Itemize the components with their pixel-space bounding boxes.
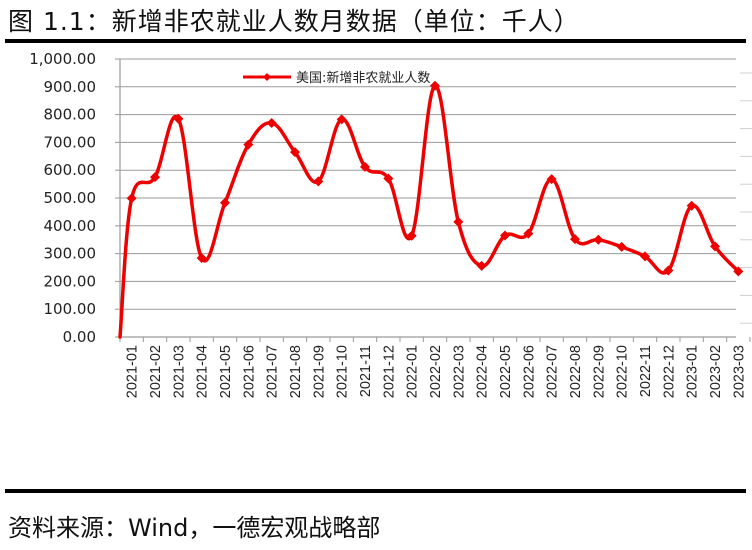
data-point-marker <box>243 139 254 150</box>
x-tick-label: 2022-05 <box>498 345 514 398</box>
data-point-marker <box>220 197 230 208</box>
data-point-marker <box>733 266 744 277</box>
top-rule-divider <box>5 39 746 43</box>
data-point-marker <box>616 241 627 252</box>
x-tick-label: 2021-03 <box>171 345 187 398</box>
data-point-marker <box>453 216 464 227</box>
data-point-marker <box>546 174 557 185</box>
data-point-marker <box>570 234 580 245</box>
y-tick-label: 0.00 <box>63 328 96 346</box>
x-tick-label: 2021-04 <box>195 345 211 398</box>
data-point-marker <box>173 113 184 124</box>
legend: 美国:新增非农就业人数 <box>243 70 430 86</box>
x-tick-label: 2021-12 <box>381 345 397 398</box>
x-tick-label: 2023-02 <box>708 345 724 398</box>
y-tick-label: 300.00 <box>44 245 97 263</box>
data-point-marker <box>266 117 277 128</box>
x-tick-label: 2021-02 <box>148 345 164 398</box>
x-tick-label: 2022-11 <box>638 345 654 397</box>
bottom-rule-divider <box>5 489 746 493</box>
x-tick-label: 2021-06 <box>241 345 257 398</box>
data-point-marker <box>500 230 510 241</box>
x-tick-label: 2022-12 <box>661 345 677 398</box>
x-tick-label: 2022-06 <box>521 345 537 398</box>
line-chart: 0.00 100.00 200.00 300.00 400.00 500.00 600.00… <box>29 50 752 398</box>
y-tick-label: 200.00 <box>44 272 97 290</box>
x-tick-label: 2023-03 <box>731 345 747 398</box>
data-point-marker <box>406 230 417 241</box>
x-axis: 2021-01 2021-02 2021-03 2021-04 2021-05 2021-… <box>119 336 751 398</box>
data-point-marker <box>290 147 300 158</box>
y-tick-label: 800.00 <box>44 106 97 124</box>
data-point-marker <box>640 251 650 262</box>
x-tick-label: 2023-01 <box>685 345 701 398</box>
grid-lines <box>120 58 752 324</box>
chart-title: 图 1.1：新增非农就业人数月数据（单位：千人） <box>8 7 580 36</box>
x-tick-label: 2021-05 <box>218 345 234 398</box>
data-point-marker <box>430 80 440 91</box>
x-tick-label: 2022-01 <box>405 345 421 398</box>
data-point-marker <box>196 253 207 264</box>
data-point-marker <box>383 173 394 184</box>
data-point-marker <box>476 260 487 271</box>
source-note: 资料来源：Wind，一德宏观战略部 <box>8 514 381 542</box>
y-tick-label: 500.00 <box>44 189 97 207</box>
x-tick-label: 2022-02 <box>428 345 444 398</box>
x-tick-label: 2021-09 <box>311 345 327 398</box>
data-point-marker <box>150 172 160 183</box>
data-point-marker <box>313 176 324 187</box>
x-tick-label: 2021-01 <box>125 345 141 398</box>
y-tick-label: 600.00 <box>44 161 97 179</box>
legend-label: 美国:新增非农就业人数 <box>296 70 430 86</box>
x-tick-label: 2022-07 <box>545 345 561 398</box>
data-point-marker <box>663 265 674 276</box>
data-point-marker <box>593 234 604 245</box>
y-tick-label: 1,000.00 <box>29 50 96 68</box>
x-tick-label: 2021-11 <box>358 345 374 397</box>
x-tick-label: 2021-07 <box>265 345 281 398</box>
y-axis: 0.00 100.00 200.00 300.00 400.00 500.00 600.00… <box>29 50 121 346</box>
data-point-marker <box>710 241 720 252</box>
x-tick-label: 2022-09 <box>591 345 607 398</box>
diamond-marker-icon <box>263 73 271 81</box>
data-point-marker <box>360 161 370 172</box>
x-tick-label: 2022-10 <box>615 345 631 398</box>
y-tick-label: 100.00 <box>44 300 97 318</box>
y-tick-label: 400.00 <box>44 217 97 235</box>
y-tick-label: 700.00 <box>44 133 97 151</box>
y-tick-label: 900.00 <box>44 78 97 96</box>
data-point-marker <box>336 114 347 125</box>
x-tick-label: 2021-10 <box>335 345 351 398</box>
data-point-marker <box>523 228 534 239</box>
data-point-marker <box>686 200 697 211</box>
series-line <box>118 80 744 339</box>
x-tick-label: 2022-03 <box>451 345 467 398</box>
x-tick-label: 2021-08 <box>288 345 304 398</box>
x-tick-label: 2022-08 <box>568 345 584 398</box>
data-point-marker <box>126 193 137 204</box>
x-tick-label: 2022-04 <box>475 345 491 398</box>
